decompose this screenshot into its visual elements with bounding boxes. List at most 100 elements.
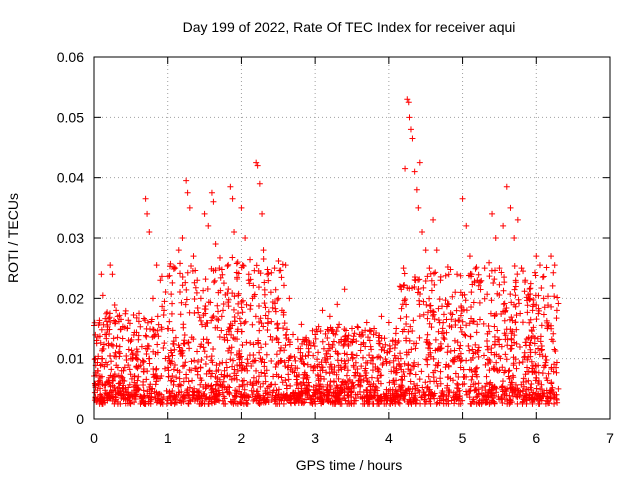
data-point [267,289,274,296]
data-point [369,383,376,390]
data-point [540,364,547,371]
data-point [366,337,373,344]
data-point [524,302,531,309]
data-point [415,285,422,292]
data-point [301,399,308,406]
data-point [359,331,366,338]
data-point [211,277,218,284]
data-point [407,378,414,385]
data-point [432,336,439,343]
data-point [249,358,256,365]
data-point [551,391,558,398]
data-point [485,322,492,329]
data-point [301,382,308,389]
data-point [482,387,489,394]
data-point [384,349,391,356]
data-point [528,358,535,365]
data-point [435,328,442,335]
data-point [519,358,526,365]
data-point [194,348,201,355]
data-point [472,341,479,348]
data-point [395,338,402,345]
data-point [413,186,420,193]
data-point [529,391,536,398]
data-point [531,269,538,276]
data-point [416,297,423,304]
data-point [209,314,216,321]
data-point [113,391,120,398]
data-point [220,378,227,385]
data-point [332,348,339,355]
data-point [133,314,140,321]
data-point [352,391,359,398]
data-point [205,222,212,229]
data-point [143,325,150,332]
data-point [507,399,514,406]
data-point [121,364,128,371]
data-point [374,392,381,399]
data-point [211,279,218,286]
data-point [461,380,468,387]
data-point [537,386,544,393]
data-point [225,347,232,354]
data-point [522,339,529,346]
data-point [247,256,254,263]
data-point [280,311,287,318]
data-point [202,302,209,309]
data-point [125,317,132,324]
data-point [234,259,241,266]
data-point [212,324,219,331]
data-point [426,265,433,272]
data-point [256,318,263,325]
data-point [442,297,449,304]
data-point [295,397,302,404]
data-point [319,364,326,371]
data-point [553,364,560,371]
data-point [447,266,454,273]
x-tick-label: 2 [238,430,246,446]
data-point [416,313,423,320]
data-point [550,269,557,276]
data-point [183,286,190,293]
data-point [535,362,542,369]
data-point [452,370,459,377]
data-point [311,343,318,350]
data-point [474,321,481,328]
data-point [356,388,363,395]
data-point [150,348,157,355]
data-point [266,389,273,396]
data-point [368,346,375,353]
data-point [440,400,447,407]
data-point [513,365,520,372]
data-point [227,183,234,190]
data-point [386,342,393,349]
data-point [485,394,492,401]
data-point [179,235,186,241]
data-point [103,335,110,342]
data-point [521,349,528,356]
data-point [95,378,102,385]
data-point [475,399,482,406]
data-point [257,315,264,322]
data-point [524,368,531,375]
data-point [143,333,150,340]
data-point [457,272,464,279]
data-point [499,400,506,407]
data-point [391,345,398,352]
data-point [282,363,289,370]
y-tick-label: 0.02 [57,290,84,306]
data-point [350,382,357,389]
data-point [181,340,188,347]
data-point [255,340,262,347]
data-point [437,375,444,382]
data-point [410,340,417,347]
data-point [101,341,108,348]
data-point [545,293,552,300]
data-point [244,400,251,407]
data-point [256,349,263,356]
data-point [319,307,326,314]
data-point [319,338,326,345]
data-point [536,307,543,314]
data-point [233,372,240,379]
data-point [325,347,332,354]
